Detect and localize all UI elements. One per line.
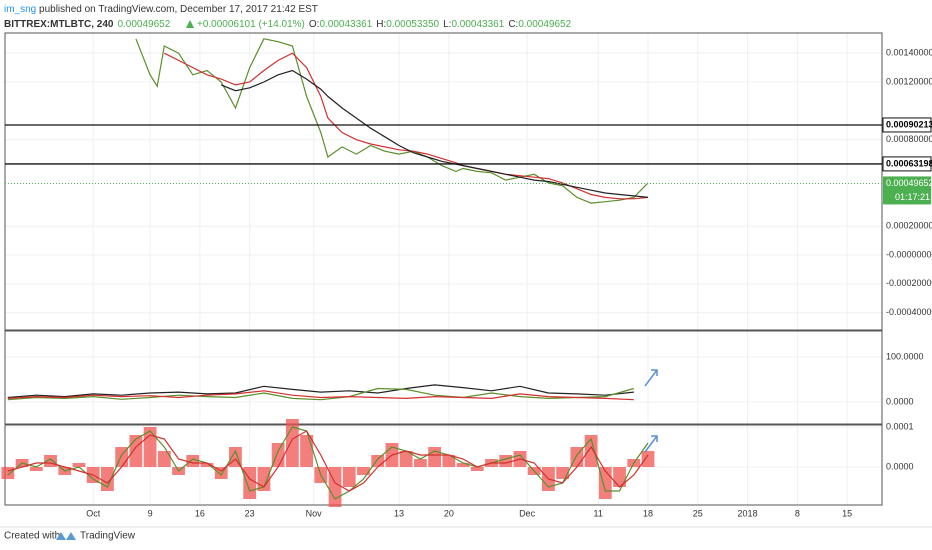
bar <box>641 451 655 467</box>
series-line <box>7 426 649 500</box>
o: 0.00043361 <box>319 19 372 30</box>
bar <box>413 459 427 467</box>
y-tick-label: 0.00020000 <box>886 221 932 231</box>
series-line <box>7 384 634 399</box>
up-arrow <box>186 20 194 28</box>
last-price-box <box>883 176 931 205</box>
annotation-arrow <box>644 435 658 453</box>
series-line <box>7 387 634 401</box>
series-line <box>7 390 634 401</box>
l: 0.00043361 <box>451 19 504 30</box>
bar <box>200 463 214 467</box>
h: 0.00053350 <box>386 19 439 30</box>
panel-border <box>4 424 883 506</box>
bar <box>357 467 370 475</box>
y-tick-label: 0.0000 <box>886 461 914 471</box>
series-line <box>164 52 649 200</box>
bar <box>442 455 456 467</box>
x-tick-label: 25 <box>693 508 703 518</box>
y-tick-label: -0.00040000 <box>886 307 932 317</box>
x-tick-label: 23 <box>245 508 255 518</box>
x-tick-label: 2018 <box>738 508 758 518</box>
y-tick-label: 100.0000 <box>886 351 924 361</box>
y-tick-label: -0.00020000 <box>886 278 932 288</box>
bar <box>428 447 442 467</box>
x-tick-label: 20 <box>444 508 454 518</box>
author[interactable]: im_sng <box>4 4 36 15</box>
annotation-arrow <box>644 369 658 387</box>
ohlc-line: +0.00006101 (+14.01%) O:0.00043361 H:0.000… <box>197 19 572 30</box>
x-tick-label: Oct <box>86 508 101 518</box>
bar <box>499 455 513 467</box>
series-line <box>7 430 649 492</box>
symbol: BITTREX:MTLBTC, 240 <box>4 19 114 30</box>
l-label: L: <box>443 19 451 30</box>
bar <box>72 463 86 467</box>
header-line: im_sng published on TradingView.com, Dec… <box>4 4 318 15</box>
bar <box>300 435 313 467</box>
y-tick-label: 0.0000 <box>886 396 914 406</box>
bar <box>285 419 299 467</box>
series-line <box>135 38 649 204</box>
series-line <box>220 69 649 198</box>
bar <box>470 467 484 471</box>
y-tick-label: 0.00140000 <box>886 48 932 58</box>
last-price-label: 0.00049652 <box>886 178 932 188</box>
price-label: 0.00090213 <box>886 119 932 129</box>
bar <box>613 467 626 487</box>
o-label: O: <box>309 19 320 30</box>
logo <box>56 532 76 540</box>
published: published on TradingView.com, December 1… <box>36 4 318 15</box>
x-tick-label: 18 <box>643 508 653 518</box>
x-tick-label: Nov <box>306 508 323 518</box>
y-tick-label: 0.0001 <box>886 421 914 431</box>
last: 0.00049652 <box>117 19 170 30</box>
bar <box>186 455 200 467</box>
price-box <box>882 156 932 172</box>
c-label: C: <box>508 19 518 30</box>
countdown: 01:17:21 <box>895 192 930 202</box>
x-tick-label: 11 <box>594 508 603 518</box>
c: 0.00049652 <box>518 19 571 30</box>
symbol-line: BITTREX:MTLBTC, 240 0.00049652 <box>4 19 171 30</box>
bar <box>342 467 356 487</box>
footer-brand[interactable]: TradingView <box>80 531 136 542</box>
h-label: H: <box>376 19 386 30</box>
x-tick-label: 8 <box>795 508 800 518</box>
price-label: 0.00063198 <box>886 158 932 168</box>
bar <box>29 467 43 471</box>
bar <box>456 463 470 467</box>
y-tick-label: 0.00120000 <box>886 76 932 86</box>
footer-created: Created with <box>4 531 60 542</box>
price-box <box>882 117 932 133</box>
bar <box>157 451 171 467</box>
x-tick-label: 15 <box>842 508 852 518</box>
y-tick-label: 0.00080000 <box>886 134 932 144</box>
x-tick-label: Dec <box>519 508 536 518</box>
x-tick-label: 16 <box>195 508 205 518</box>
y-tick-label: -0.00000000 <box>886 249 932 259</box>
panel-border <box>4 330 883 425</box>
x-tick-label: 13 <box>394 508 404 518</box>
bar <box>399 451 413 467</box>
bar <box>1 467 15 479</box>
x-tick-label: 9 <box>148 508 153 518</box>
panel-border <box>4 32 883 331</box>
change: +0.00006101 (+14.01%) <box>197 19 305 30</box>
